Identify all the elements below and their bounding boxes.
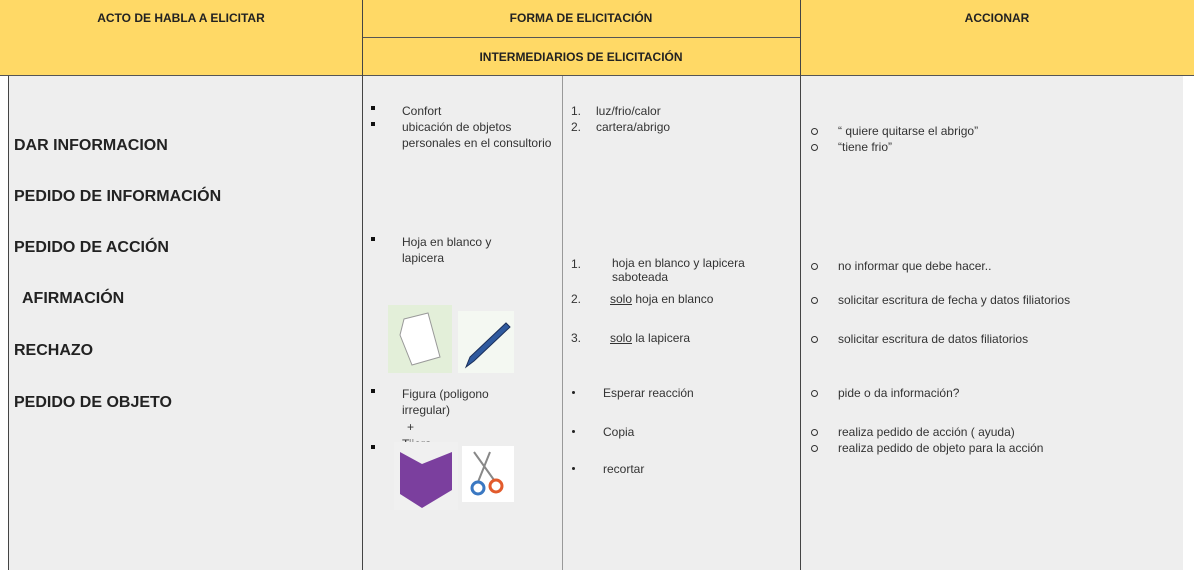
number: 1. bbox=[571, 257, 582, 271]
speech-act: AFIRMACIÓN bbox=[22, 290, 125, 307]
variant-text: la lapicera bbox=[632, 331, 691, 345]
action: solicitar escritura de datos filiatorios bbox=[838, 332, 1029, 346]
bullet bbox=[811, 144, 818, 151]
material: Confort bbox=[402, 104, 442, 118]
number: 2. bbox=[571, 120, 582, 134]
variant: solo la lapicera bbox=[610, 330, 690, 346]
images bbox=[388, 305, 514, 373]
scissors-icon bbox=[488, 478, 504, 494]
number: 2. bbox=[571, 292, 582, 306]
action: realiza pedido de objeto para la acción bbox=[838, 441, 1044, 455]
material: ubicación de objetos personales en el co… bbox=[402, 120, 552, 150]
images bbox=[394, 442, 514, 510]
rule bbox=[362, 37, 800, 38]
action: no informar que debe hacer.. bbox=[838, 259, 992, 273]
plus: + bbox=[407, 420, 415, 434]
action: solicitar escritura de fecha y datos fil… bbox=[838, 293, 1071, 307]
header-cell: ACCIONAR bbox=[964, 11, 1030, 25]
bullet bbox=[371, 237, 375, 241]
header-cell: ACTO DE HABLA A ELICITAR bbox=[97, 11, 265, 25]
rule bbox=[0, 75, 1194, 76]
action: “tiene frio” bbox=[838, 140, 893, 154]
bullet bbox=[811, 429, 818, 436]
number: 1. bbox=[571, 104, 582, 118]
speech-act: RECHAZO bbox=[14, 342, 94, 359]
paper-icon bbox=[399, 312, 441, 366]
body-bg bbox=[8, 76, 1183, 570]
bullet bbox=[371, 445, 375, 449]
header-cell: INTERMEDIARIOS DE ELICITACIÓN bbox=[479, 50, 683, 64]
speech-act: PEDIDO DE ACCIÓN bbox=[14, 239, 169, 256]
shape-icon bbox=[400, 452, 452, 508]
variant: solo hoja en blanco bbox=[610, 291, 713, 307]
speech-act: PEDIDO DE INFORMACIÓN bbox=[14, 188, 222, 205]
rule bbox=[8, 76, 9, 570]
material: Figura (poligono irregular) bbox=[402, 387, 489, 417]
scissors-icon bbox=[470, 480, 486, 496]
bullet bbox=[811, 336, 818, 343]
header-bg bbox=[0, 0, 1194, 76]
variant-text: hoja en blanco bbox=[632, 292, 714, 306]
bullet bbox=[811, 128, 818, 135]
bullet bbox=[811, 390, 818, 397]
action: pide o da información? bbox=[838, 386, 960, 400]
bullet bbox=[371, 389, 375, 393]
step: Copia bbox=[603, 425, 635, 439]
speech-act: DAR INFORMACION bbox=[14, 137, 168, 154]
variant: luz/frio/calor bbox=[596, 104, 661, 118]
scissors-icon bbox=[473, 451, 495, 483]
bullet bbox=[371, 106, 375, 110]
bullet bbox=[371, 122, 375, 126]
bullet bbox=[572, 430, 575, 433]
header-cell: FORMA DE ELICITACIÓN bbox=[509, 11, 653, 25]
action: “ quiere quitarse el abrigo” bbox=[838, 124, 979, 138]
rule bbox=[362, 0, 363, 570]
emphasis: solo bbox=[610, 331, 633, 345]
pen-icon bbox=[464, 322, 511, 369]
bullet bbox=[572, 467, 575, 470]
speech-act: PEDIDO DE OBJETO bbox=[14, 394, 172, 411]
variant: cartera/abrigo bbox=[596, 120, 671, 134]
action: realiza pedido de acción ( ayuda) bbox=[838, 425, 1015, 439]
step: Esperar reacción bbox=[603, 386, 694, 400]
rule bbox=[800, 0, 801, 570]
material: Hoja en blanco y lapicera bbox=[402, 235, 492, 265]
variant: hoja en blanco y lapicera saboteada bbox=[612, 256, 745, 284]
step: recortar bbox=[603, 462, 645, 476]
bullet bbox=[572, 391, 575, 394]
bullet bbox=[811, 263, 818, 270]
bullet bbox=[811, 297, 818, 304]
emphasis: solo bbox=[610, 292, 633, 306]
bullet bbox=[811, 445, 818, 452]
rule bbox=[562, 76, 563, 570]
number: 3. bbox=[571, 331, 582, 345]
